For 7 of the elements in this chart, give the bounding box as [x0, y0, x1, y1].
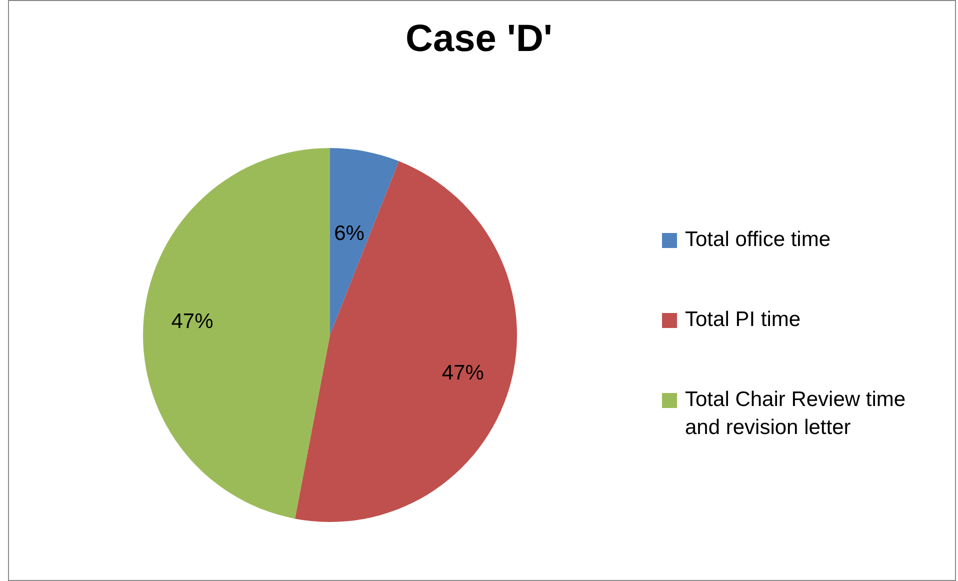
- data-label: 47%: [442, 361, 484, 384]
- legend-label: Total Chair Review time and revision letter: [685, 387, 907, 441]
- legend-label: Total office time: [685, 227, 831, 253]
- chart-title: Case 'D': [404, 18, 554, 61]
- data-label: 6%: [334, 222, 364, 245]
- data-label: 47%: [171, 310, 214, 333]
- legend-label: Total PI time: [685, 307, 801, 333]
